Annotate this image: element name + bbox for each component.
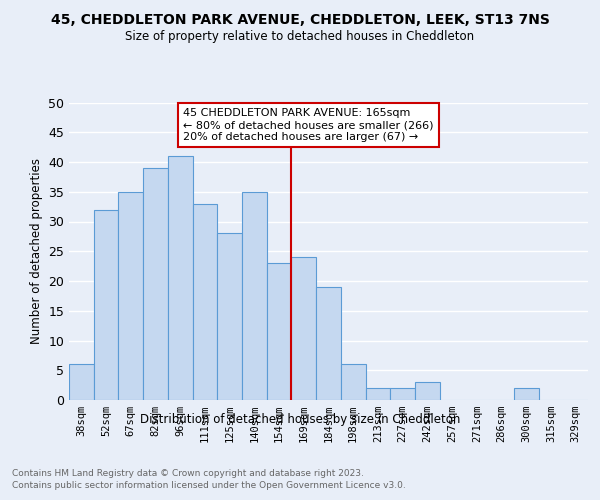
Y-axis label: Number of detached properties: Number of detached properties xyxy=(29,158,43,344)
Bar xyxy=(267,263,292,400)
Bar xyxy=(341,364,365,400)
Bar xyxy=(365,388,390,400)
Bar xyxy=(415,382,440,400)
Text: 45 CHEDDLETON PARK AVENUE: 165sqm
← 80% of detached houses are smaller (266)
20%: 45 CHEDDLETON PARK AVENUE: 165sqm ← 80% … xyxy=(183,108,434,142)
Bar xyxy=(390,388,415,400)
Bar xyxy=(242,192,267,400)
Bar xyxy=(193,204,217,400)
Bar xyxy=(292,257,316,400)
Bar xyxy=(143,168,168,400)
Bar xyxy=(217,234,242,400)
Text: Size of property relative to detached houses in Cheddleton: Size of property relative to detached ho… xyxy=(125,30,475,43)
Bar xyxy=(69,364,94,400)
Bar xyxy=(168,156,193,400)
Bar xyxy=(94,210,118,400)
Bar xyxy=(316,287,341,400)
Text: Contains HM Land Registry data © Crown copyright and database right 2023.: Contains HM Land Registry data © Crown c… xyxy=(12,469,364,478)
Bar xyxy=(118,192,143,400)
Bar xyxy=(514,388,539,400)
Text: 45, CHEDDLETON PARK AVENUE, CHEDDLETON, LEEK, ST13 7NS: 45, CHEDDLETON PARK AVENUE, CHEDDLETON, … xyxy=(50,12,550,26)
Text: Contains public sector information licensed under the Open Government Licence v3: Contains public sector information licen… xyxy=(12,481,406,490)
Text: Distribution of detached houses by size in Cheddleton: Distribution of detached houses by size … xyxy=(140,412,460,426)
